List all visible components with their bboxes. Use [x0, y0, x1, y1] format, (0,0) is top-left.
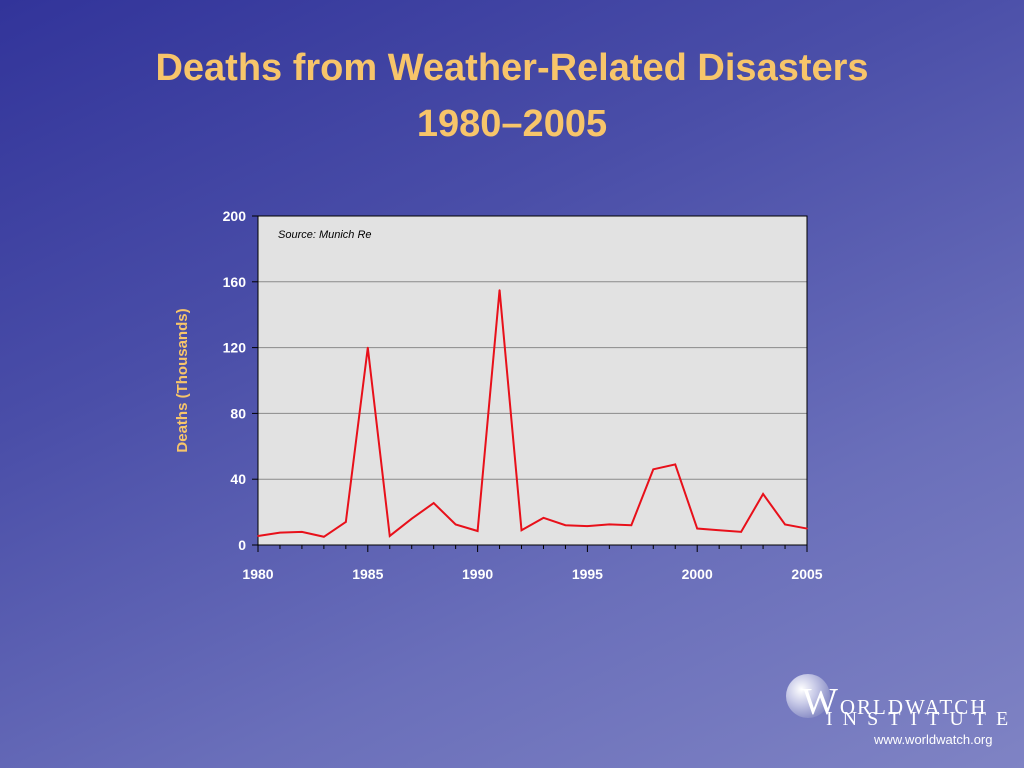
data-point	[740, 531, 742, 533]
data-point	[301, 531, 303, 533]
plot-frame	[257, 215, 808, 546]
data-point	[674, 463, 677, 466]
x-tick-label: 2005	[791, 566, 822, 582]
y-tick-label: 40	[230, 471, 246, 487]
logo-url: www.worldwatch.org	[874, 732, 993, 747]
data-point	[498, 289, 501, 291]
data-point	[367, 346, 369, 349]
data-point	[762, 493, 764, 495]
worldwatch-logo: WORLDWATCH INSTITUTE www.worldwatch.org	[782, 670, 1012, 750]
data-point	[696, 527, 698, 530]
data-point	[257, 535, 259, 537]
y-tick-label: 80	[230, 405, 246, 421]
data-point	[520, 529, 523, 531]
logo-name-rest: ORLDWATCH	[839, 695, 988, 719]
y-tick-label: 200	[223, 208, 247, 224]
slide-title: Deaths from Weather-Related Disasters	[155, 47, 869, 89]
data-point	[564, 524, 567, 527]
data-point	[806, 527, 808, 530]
plot-area	[258, 216, 807, 545]
data-point	[323, 535, 325, 538]
data-point	[454, 523, 457, 526]
data-point	[652, 468, 655, 471]
x-tick-label: 1985	[352, 566, 383, 582]
x-tick-label: 1995	[572, 566, 603, 582]
data-point	[542, 517, 545, 519]
data-point	[586, 525, 589, 527]
y-tick-label: 0	[238, 537, 246, 553]
x-tick-label: 1980	[242, 566, 273, 582]
logo-initial: W	[802, 681, 840, 723]
data-point	[476, 530, 479, 532]
logo-name: WORLDWATCH	[802, 680, 987, 724]
slide-subtitle-years: 1980–2005	[416, 103, 608, 145]
globe-icon	[786, 674, 830, 718]
data-point	[784, 523, 786, 526]
y-tick-label: 160	[223, 274, 247, 290]
data-point	[718, 529, 720, 531]
series-line	[257, 289, 808, 538]
y-tick-label: 120	[223, 340, 247, 356]
x-tick-label: 1990	[462, 566, 493, 582]
data-point	[388, 535, 391, 537]
data-point	[279, 531, 281, 534]
x-tick-label: 2000	[682, 566, 713, 582]
data-point	[410, 517, 413, 520]
data-point	[432, 502, 435, 504]
y-axis-label: Deaths (Thousands)	[174, 308, 191, 452]
data-point	[630, 524, 633, 527]
data-point	[608, 523, 611, 526]
logo-subtitle: INSTITUTE	[826, 708, 1019, 730]
source-annotation: Source: Munich Re	[278, 229, 372, 241]
data-point	[345, 521, 347, 523]
